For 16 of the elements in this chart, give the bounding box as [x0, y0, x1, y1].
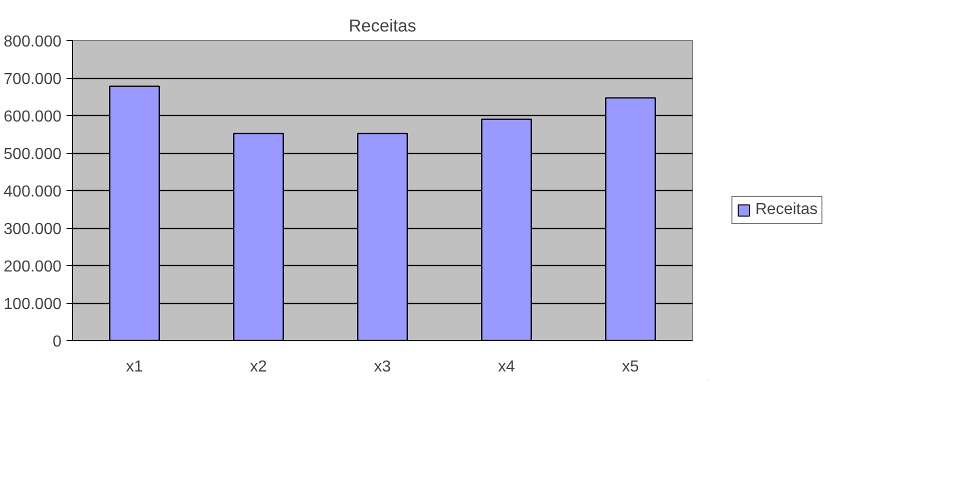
- y-tick-label: 700.000: [4, 71, 62, 88]
- x-tick-label: x5: [622, 358, 640, 376]
- y-tick-label: 800.000: [4, 34, 62, 50]
- x-tick-label: x2: [250, 358, 268, 376]
- y-tick-label: 400.000: [4, 184, 62, 200]
- y-tick-label: 100.000: [4, 296, 62, 313]
- x-tick-label: x1: [126, 358, 144, 376]
- x-tick-label: x3: [374, 358, 392, 376]
- y-tick-label: 300.000: [4, 221, 62, 238]
- chart-title: Receitas: [348, 16, 417, 36]
- y-tick-label: 600.000: [4, 108, 62, 126]
- y-tick-label: 200.000: [4, 258, 62, 276]
- y-tick-label: 500.000: [4, 146, 62, 163]
- y-tick-label: 0: [52, 334, 62, 350]
- x-tick-label: x4: [498, 358, 516, 376]
- legend-label: Receitas: [755, 201, 818, 219]
